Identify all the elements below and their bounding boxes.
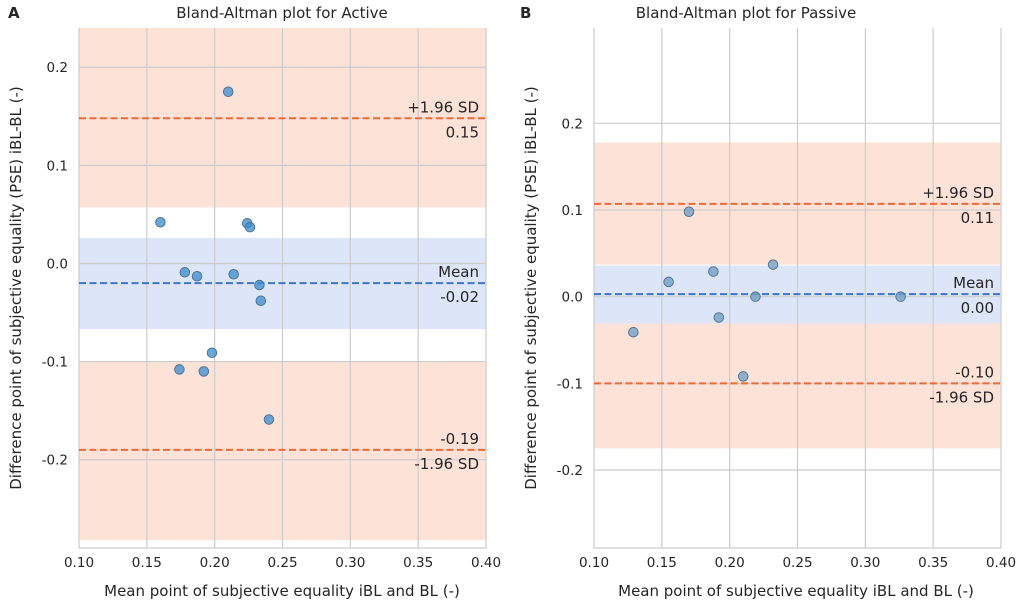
x-tick-label-passive: 0.25: [782, 555, 812, 571]
data-point-active: [198, 366, 210, 377]
data-point-active: [222, 86, 234, 98]
y-axis-label-passive: Difference point of subjective equality …: [522, 86, 540, 490]
x-tick-label-passive: 0.40: [986, 555, 1016, 571]
data-point-active: [255, 295, 267, 307]
x-tick-label-passive: 0.20: [715, 555, 745, 571]
x-tick-label-active: 0.20: [200, 555, 230, 571]
lower-loa-label-top-passive: -0.10: [955, 363, 994, 381]
lower-loa-label-bottom-active: -1.96 SD: [414, 455, 479, 473]
chart-title-passive: Bland-Altman plot for Passive: [636, 4, 857, 22]
x-tick-label-active: 0.25: [267, 555, 297, 571]
y-tick-label-passive: 0.0: [562, 290, 583, 306]
y-axis-label-active: Difference point of subjective equality …: [7, 86, 25, 490]
data-point-active: [244, 221, 256, 233]
y-tick-label-active: 0.2: [47, 60, 68, 76]
data-point-active: [228, 269, 239, 280]
data-point-passive: [713, 312, 725, 323]
y-tick-label-passive: 0.2: [562, 116, 583, 132]
x-axis-label-passive: Mean point of subjective equality iBL an…: [618, 582, 974, 600]
upper-loa-label-top-active: +1.96 SD: [407, 98, 479, 116]
y-tick-label-passive: -0.1: [557, 376, 583, 392]
panel-a: 0.10 0.15 0.20 0.25 0.30 0.35 0.40 -0.2 -0.1 0.0 0…: [7, 4, 501, 600]
mean-label-bottom-passive: 0.00: [961, 299, 994, 317]
x-tick-label-passive: 0.15: [647, 555, 677, 571]
plot-area-passive: 0.10 0.15 0.20 0.25 0.30 0.35 0.40-0.2-0.10.00…: [557, 28, 1016, 571]
mean-label-bottom-active: -0.02: [440, 288, 479, 306]
data-point-passive: [737, 371, 749, 382]
x-tick-label-active: 0.40: [471, 555, 501, 571]
upper-loa-label-top-passive: +1.96 SD: [922, 184, 994, 202]
x-tick-label-passive: 0.30: [850, 555, 880, 571]
x-tick-label-active: 0.30: [335, 555, 365, 571]
data-point-active: [179, 267, 191, 278]
x-axis-label-active: Mean point of subjective equality iBL an…: [104, 582, 460, 600]
data-point-active: [263, 414, 275, 425]
lower-loa-label-top-active: -0.19: [440, 430, 479, 448]
panel-b: 0.10 0.15 0.20 0.25 0.30 0.35 0.40-0.2-0.10.00…: [520, 4, 1016, 600]
data-point-passive: [767, 259, 779, 270]
chart-title-active: Bland-Altman plot for Active: [176, 4, 387, 22]
lower-loa-label-bottom-passive: -1.96 SD: [929, 388, 994, 406]
data-point-active: [174, 364, 185, 375]
x-tick-label-passive: 0.35: [918, 555, 948, 571]
y-tick-label-active: 0.0: [47, 256, 68, 272]
upper-loa-label-bottom-passive: 0.11: [961, 209, 994, 227]
data-point-active: [191, 270, 203, 282]
panel-letter-b: B: [520, 4, 531, 22]
y-tick-label-active: 0.1: [47, 158, 68, 174]
x-tick-label-active: 0.15: [132, 555, 162, 571]
x-tick-label-active: 0.35: [403, 555, 433, 571]
data-point-active: [254, 279, 265, 291]
mean-label-top-active: Mean: [438, 263, 479, 281]
data-point-passive: [708, 266, 719, 277]
data-point-passive: [628, 326, 639, 338]
x-tick-label-active: 0.10: [64, 555, 94, 571]
data-point-passive: [683, 206, 695, 217]
x-tick-label-passive: 0.10: [579, 555, 609, 571]
data-point-passive: [750, 291, 761, 302]
data-point-active: [155, 217, 166, 228]
y-tick-label-active: -0.1: [42, 355, 68, 371]
y-tick-label-active: -0.2: [42, 453, 68, 469]
data-point-passive: [895, 291, 906, 302]
data-point-active: [206, 347, 218, 359]
mean-label-top-passive: Mean: [953, 274, 994, 292]
y-tick-label-passive: -0.2: [557, 463, 583, 479]
panel-letter-a: A: [8, 4, 20, 22]
y-tick-label-passive: 0.1: [562, 203, 583, 219]
upper-loa-label-bottom-active: 0.15: [446, 123, 479, 141]
plot-area-active: 0.10 0.15 0.20 0.25 0.30 0.35 0.40 -0.2 -0.1 0.0 0…: [42, 28, 501, 571]
data-point-passive: [663, 276, 674, 288]
